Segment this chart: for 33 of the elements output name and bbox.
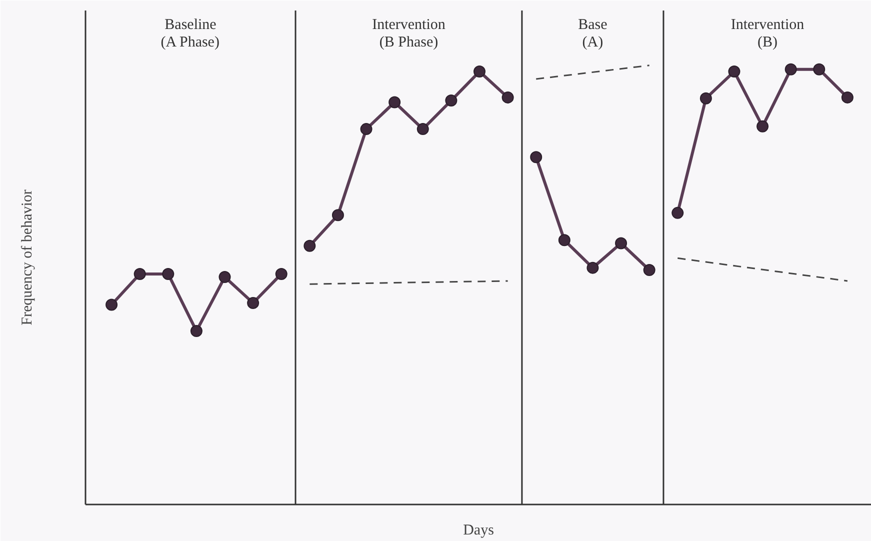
point (162, 268, 174, 280)
point (134, 268, 146, 280)
point (615, 237, 628, 250)
point (784, 63, 797, 76)
point (672, 206, 684, 219)
point (841, 91, 854, 104)
text: Base (A) (578, 17, 608, 51)
point (247, 296, 260, 309)
point (558, 234, 570, 246)
point (502, 91, 514, 104)
point (106, 298, 118, 311)
point (700, 92, 712, 104)
point (416, 123, 429, 136)
x-axis-title: Days (463, 522, 494, 538)
point (360, 123, 372, 136)
point (813, 63, 826, 76)
point (275, 268, 288, 280)
y-axis-title: Frequency of behavior (20, 190, 36, 326)
text: Intervention (B) (730, 17, 805, 51)
text: Intervention (B Phase) (372, 17, 446, 51)
point (218, 271, 231, 284)
point (756, 120, 769, 132)
text: Baseline (A Phase) (160, 17, 220, 51)
point (728, 66, 740, 78)
point (586, 262, 599, 274)
point (190, 325, 202, 338)
point (473, 66, 486, 78)
point (530, 151, 542, 164)
point (643, 264, 656, 276)
point (445, 94, 458, 107)
point (304, 240, 316, 252)
point (332, 209, 344, 222)
point (388, 96, 401, 108)
